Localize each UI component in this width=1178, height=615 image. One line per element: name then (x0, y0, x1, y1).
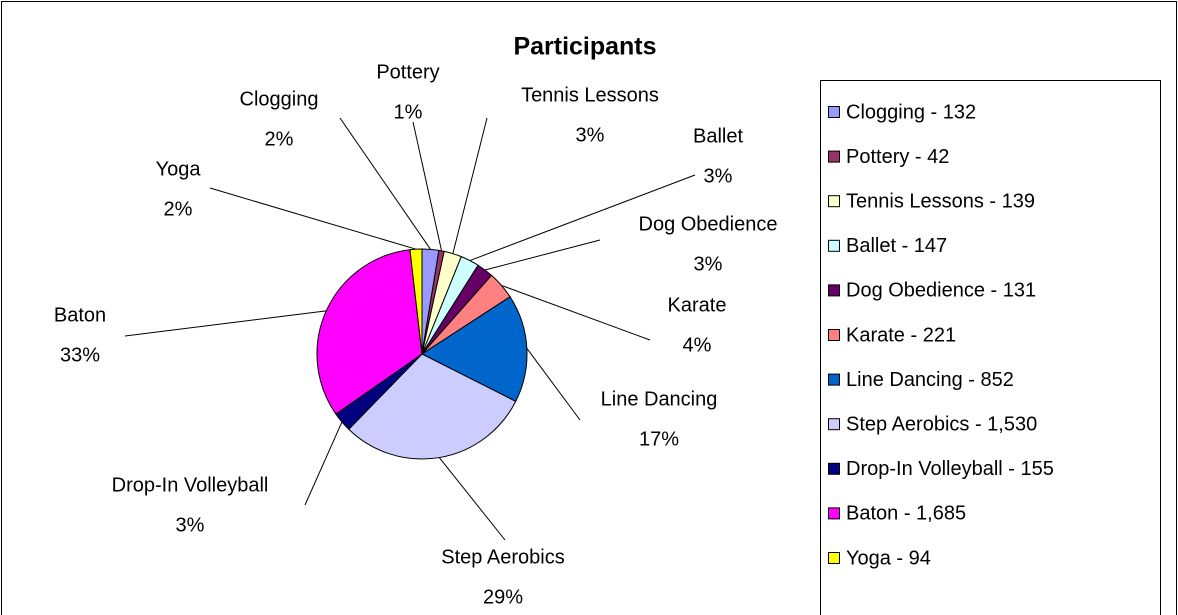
legend-swatch (828, 552, 840, 564)
legend-swatch (828, 373, 840, 386)
leader-line (412, 121, 443, 251)
data-label-name: Line Dancing (601, 388, 718, 410)
data-label-name: Karate (668, 294, 727, 316)
leader-line (209, 187, 417, 250)
legend-label: Dog Obedience - 131 (846, 280, 1036, 302)
data-label-percent: 3% (704, 165, 733, 187)
legend-swatch (828, 418, 840, 431)
chart-title: Participants (513, 33, 656, 61)
legend-swatch (828, 329, 840, 341)
data-label-percent: 4% (683, 334, 712, 356)
legend-label: Tennis Lessons - 139 (846, 190, 1035, 212)
data-label-name: Step Aerobics (441, 546, 564, 568)
legend-swatch (828, 239, 840, 252)
data-label-name: Ballet (693, 125, 743, 147)
leader-line (124, 310, 327, 337)
data-label-percent: 2% (164, 198, 193, 220)
leader-line (438, 457, 506, 541)
leader-line (484, 239, 601, 271)
legend-label: Karate - 221 (846, 324, 956, 346)
legend-label: Yoga - 94 (846, 547, 931, 569)
legend-swatch (828, 150, 840, 163)
legend-swatch (828, 284, 840, 297)
data-label-name: Pottery (376, 61, 439, 83)
leader-line (452, 117, 488, 254)
data-label-percent: 29% (483, 586, 523, 608)
data-label-percent: 2% (265, 128, 294, 150)
data-label-percent: 17% (639, 428, 679, 450)
leader-line (501, 284, 651, 341)
legend-swatch (828, 106, 840, 118)
legend-label: Line Dancing - 852 (846, 369, 1014, 391)
data-label-percent: 3% (576, 124, 605, 146)
leader-line (339, 117, 431, 250)
legend-label: Drop-In Volleyball - 155 (846, 458, 1054, 480)
legend-label: Baton - 1,685 (846, 503, 966, 525)
data-label-name: Baton (54, 304, 106, 326)
data-label-name: Dog Obedience (639, 213, 778, 235)
legend-swatch (828, 507, 840, 520)
pie-slice (420, 296, 528, 403)
data-label-percent: 33% (60, 344, 100, 366)
legend-label: Pottery - 42 (846, 146, 949, 168)
data-label-percent: 1% (394, 101, 423, 123)
data-label-name: Drop-In Volleyball (112, 474, 269, 496)
data-label-name: Tennis Lessons (521, 84, 659, 106)
legend-swatch (828, 195, 840, 208)
leader-line (526, 348, 581, 421)
legend (820, 80, 1161, 615)
data-label-percent: 3% (694, 253, 723, 275)
data-label-name: Clogging (240, 88, 319, 110)
leader-line (469, 174, 696, 262)
legend-label: Clogging - 132 (846, 101, 976, 123)
legend-label: Ballet - 147 (846, 235, 947, 257)
pie-slice (348, 353, 517, 460)
data-label-percent: 3% (176, 514, 205, 536)
leader-line (304, 421, 343, 506)
legend-label: Step Aerobics - 1,530 (846, 413, 1037, 435)
legend-swatch (828, 462, 840, 475)
data-label-name: Yoga (156, 158, 202, 180)
pie-slice (316, 249, 423, 415)
